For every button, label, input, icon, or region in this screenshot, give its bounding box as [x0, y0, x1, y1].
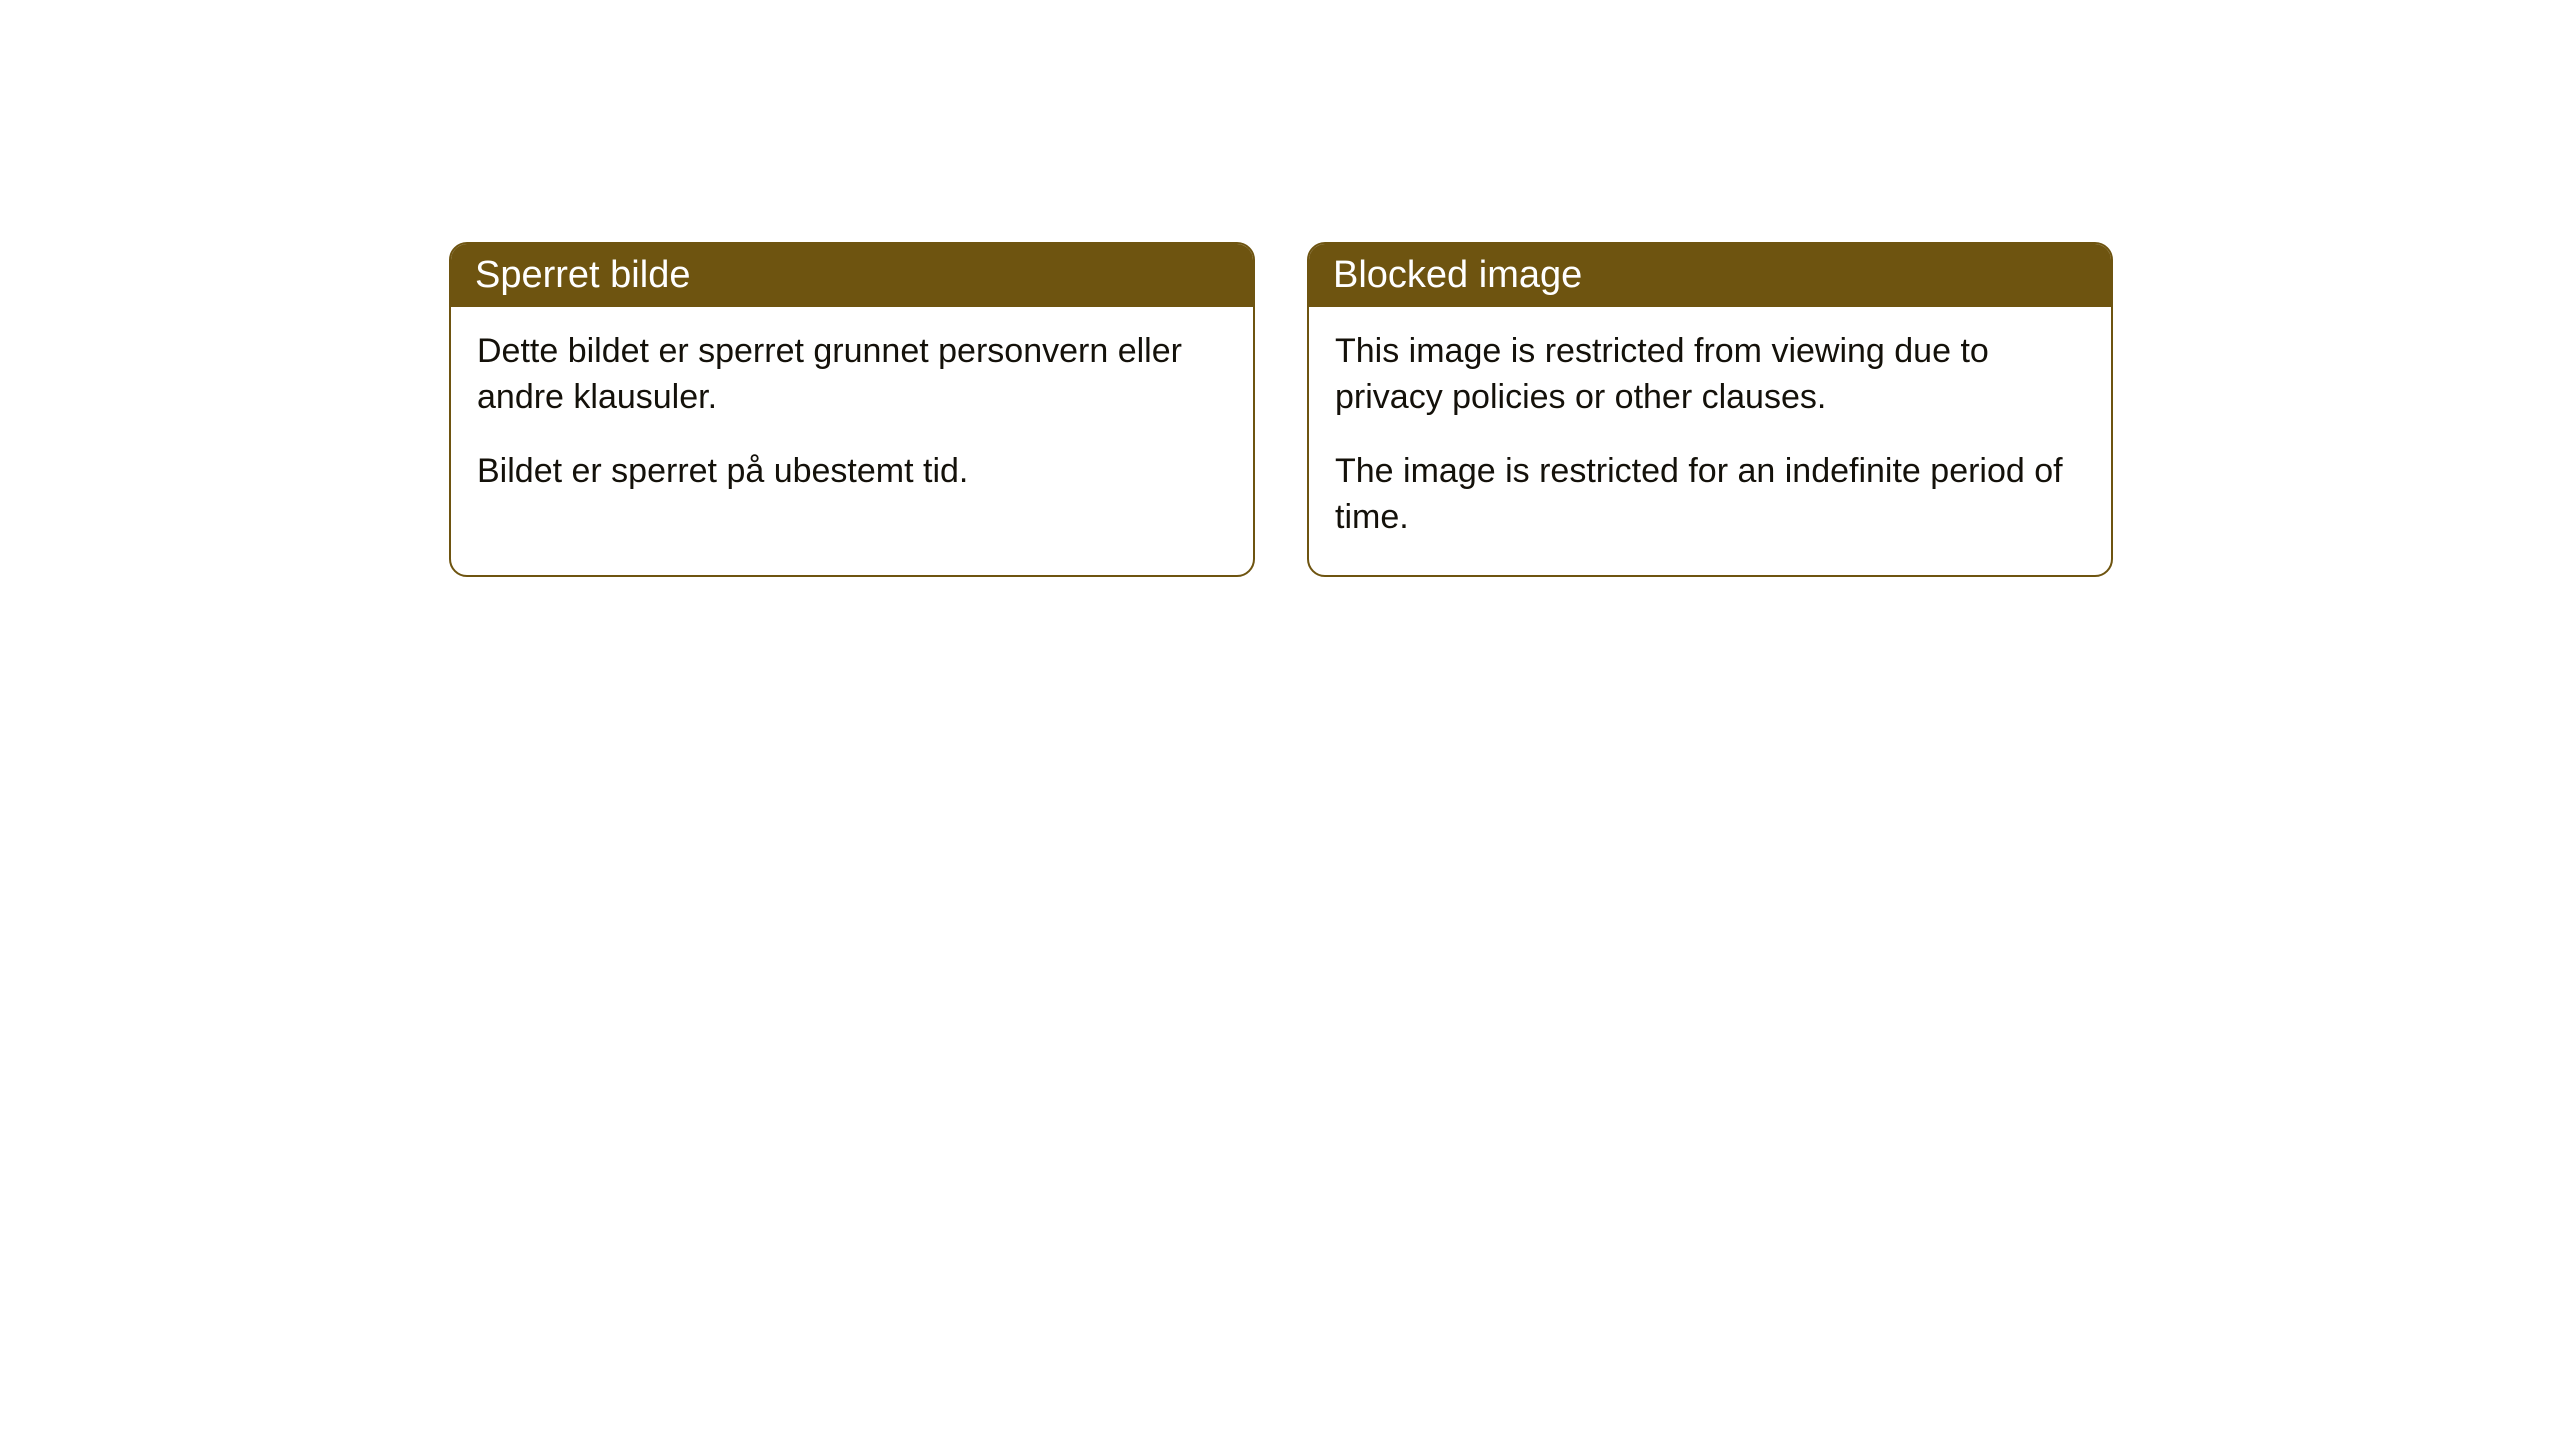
card-paragraph-1: Dette bildet er sperret grunnet personve… [477, 329, 1227, 421]
card-header-english: Blocked image [1309, 244, 2111, 307]
card-paragraph-2: The image is restricted for an indefinit… [1335, 449, 2085, 541]
card-header-norwegian: Sperret bilde [451, 244, 1253, 307]
card-title: Blocked image [1333, 254, 1582, 296]
card-paragraph-1: This image is restricted from viewing du… [1335, 329, 2085, 421]
blocked-image-card-english: Blocked image This image is restricted f… [1307, 242, 2113, 577]
card-body-english: This image is restricted from viewing du… [1309, 307, 2111, 575]
card-title: Sperret bilde [475, 254, 690, 296]
card-paragraph-2: Bildet er sperret på ubestemt tid. [477, 449, 1227, 495]
cards-container: Sperret bilde Dette bildet er sperret gr… [449, 242, 2113, 577]
card-body-norwegian: Dette bildet er sperret grunnet personve… [451, 307, 1253, 529]
blocked-image-card-norwegian: Sperret bilde Dette bildet er sperret gr… [449, 242, 1255, 577]
